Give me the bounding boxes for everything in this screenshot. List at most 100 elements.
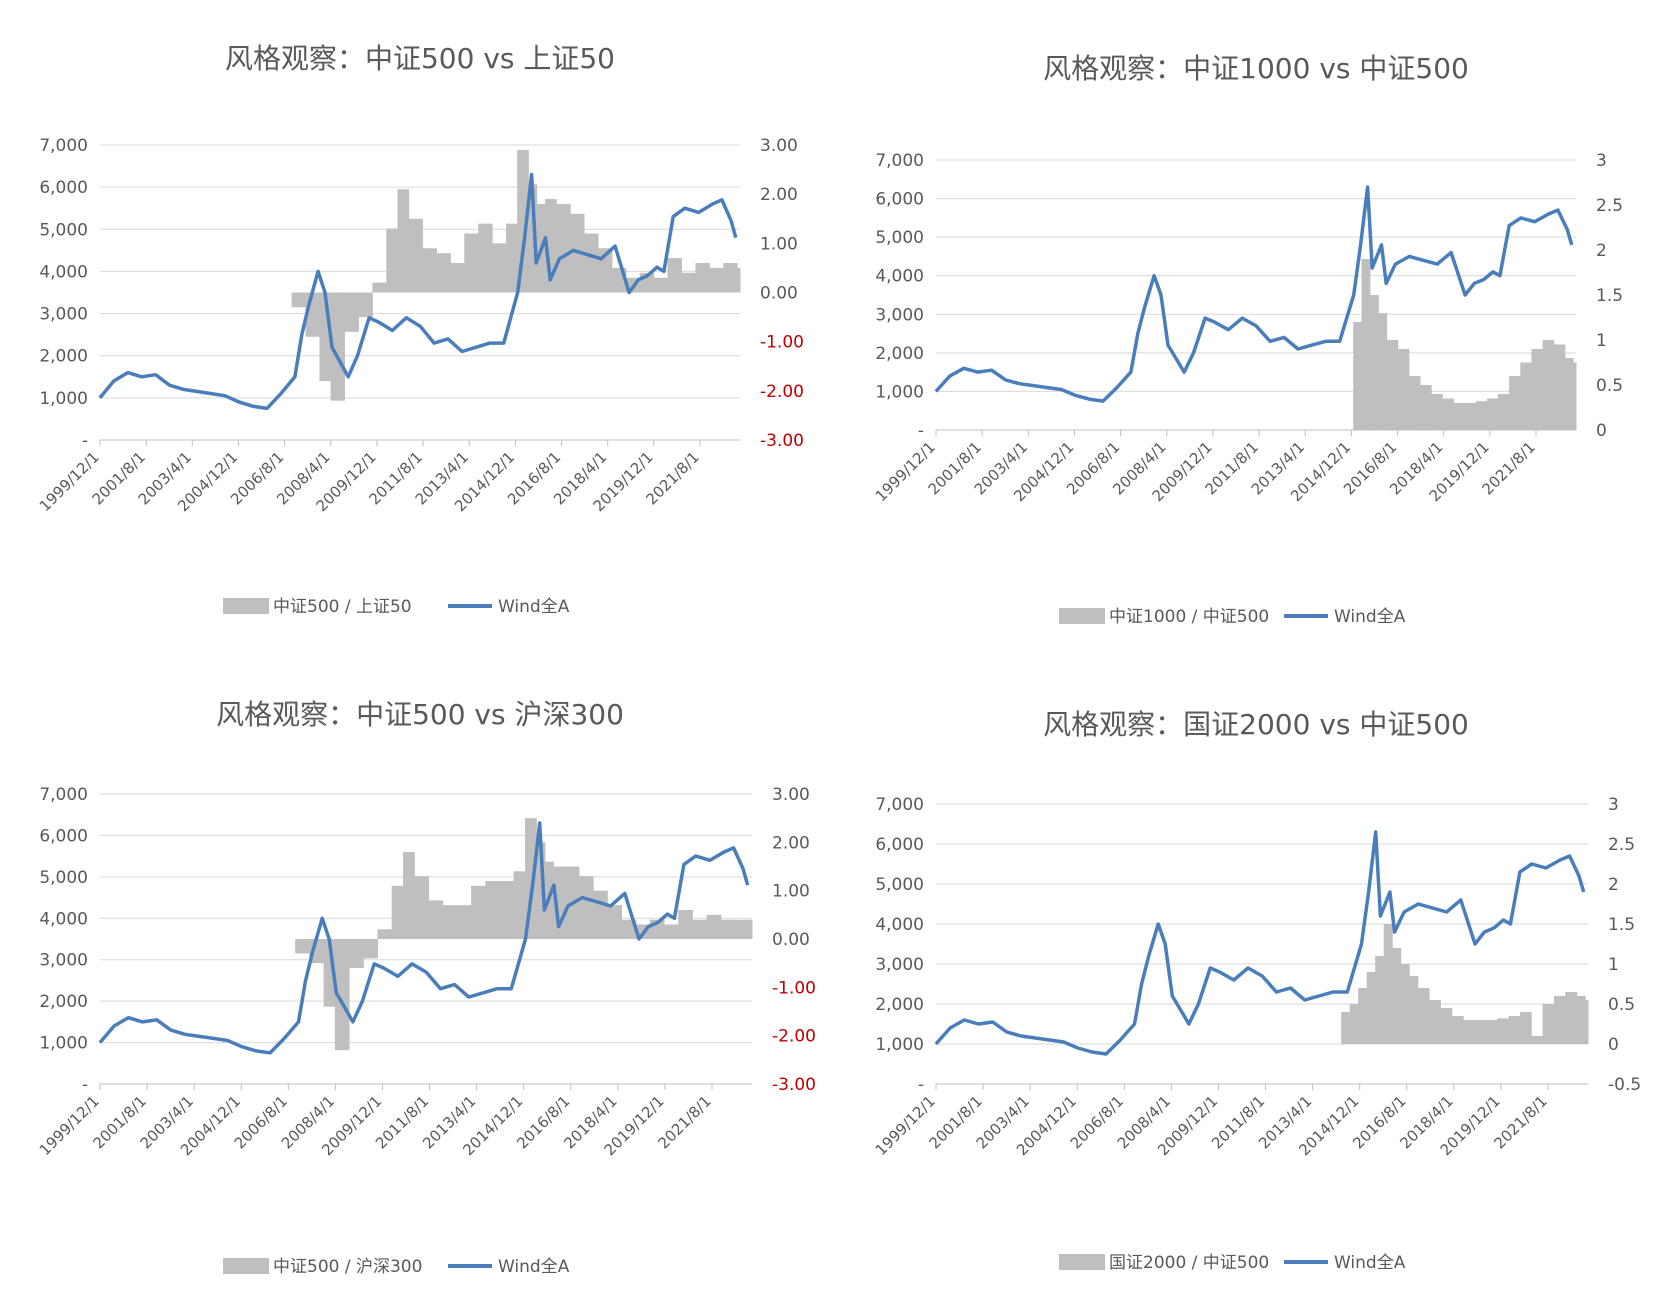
chart-panel-1: 风格观察：中证500 vs 上证50 7,000 6,000 5,000 4,000 3,… [0, 0, 836, 654]
legend-bar-swatch [223, 1258, 269, 1274]
ratio-bar [391, 885, 404, 939]
ratio-bar [681, 272, 696, 293]
ratio-bar [1585, 1000, 1589, 1044]
chart-2-legend: 中证1000 / 中证500 Wind全A [1059, 607, 1406, 627]
ratio-bar [330, 292, 346, 401]
ratio-bar [1531, 1036, 1544, 1044]
chart-panel-3: 风格观察：中证500 vs 沪深300 7,000 6,000 5,000 4,000 3… [0, 654, 836, 1308]
right-axis-tick-label: 0.00 [772, 930, 810, 950]
chart-1-legend: 中证500 / 上证50 Wind全A [223, 597, 570, 617]
x-tick-label: 1999/12/1 [36, 448, 103, 515]
ratio-bar [414, 876, 430, 939]
ratio-bar [525, 818, 537, 939]
legend-bar-swatch [223, 598, 269, 614]
ratio-bar [1397, 349, 1410, 430]
right-axis-tick-label: 0.5 [1596, 376, 1623, 396]
ratio-bar [1475, 401, 1488, 430]
ratio-bar [1509, 376, 1521, 430]
right-axis-tick-label: 2 [1596, 241, 1607, 261]
wind-all-a-line [98, 821, 750, 1055]
ratio-bar [1417, 988, 1430, 1044]
ratio-bar [408, 218, 424, 293]
left-axis-tick-label: 1,000 [39, 1034, 88, 1054]
ratio-bar [1369, 295, 1379, 430]
ratio-bar [1366, 972, 1376, 1044]
right-axis-tick-label: 1.5 [1596, 286, 1623, 306]
ratio-bar [319, 292, 332, 381]
ratio-bar [1542, 340, 1555, 430]
right-axis-tick-label: 0.00 [760, 284, 798, 304]
left-axis-tick-label: 5,000 [875, 228, 924, 248]
left-axis-tick-label: - [82, 431, 88, 451]
ratio-bar [349, 939, 364, 968]
legend-bar-label: 中证500 / 沪深300 [273, 1257, 422, 1277]
right-axis-tick-label: -1.00 [772, 978, 816, 998]
ratio-bar [1474, 1020, 1487, 1044]
x-tick-label: 1999/12/1 [36, 1092, 103, 1159]
ratio-bar [334, 939, 350, 1051]
left-axis-tick-label: 7,000 [875, 151, 924, 171]
legend-line-label: Wind全A [498, 597, 570, 617]
ratio-bar [377, 929, 393, 939]
left-axis-tick-label: 3,000 [39, 305, 88, 325]
chart-2-title: 风格观察：中证1000 vs 中证500 [1043, 52, 1469, 85]
left-axis-tick-label: 5,000 [39, 868, 88, 888]
x-tick-label: 1999/12/1 [872, 438, 939, 505]
legend-line-label: Wind全A [1334, 1253, 1406, 1273]
ratio-bar [1409, 976, 1419, 1044]
ratio-bar [1451, 1016, 1464, 1044]
ratio-bar [737, 267, 741, 293]
ratio-bar [386, 228, 398, 293]
ratio-bar [1485, 1020, 1498, 1044]
ratio-bar [664, 924, 679, 939]
right-axis-tick-label: 1 [1596, 331, 1607, 351]
left-axis-tick-label: 7,000 [875, 795, 924, 815]
right-axis-tick-label: 0 [1596, 421, 1607, 441]
ratio-bar [553, 866, 566, 939]
ratio-bar [1573, 362, 1577, 430]
ratio-bar [1378, 313, 1388, 430]
wind-all-a-line [934, 830, 1586, 1056]
ratio-bar [720, 919, 736, 939]
ratio-bar [1463, 1020, 1476, 1044]
ratio-bar [709, 267, 724, 293]
ratio-bar [428, 900, 444, 939]
ratio-bar [397, 189, 410, 293]
ratio-bar [1498, 394, 1510, 430]
ratio-bar [723, 263, 738, 293]
right-axis-tick-label: -2.00 [760, 382, 804, 402]
right-axis-tick-label: 1.00 [760, 234, 798, 254]
right-axis-tick-label: 3.00 [772, 785, 810, 805]
left-axis-tick-label: 4,000 [875, 915, 924, 935]
left-axis-tick-label: 1,000 [875, 382, 924, 402]
left-axis-tick-label: 2,000 [875, 995, 924, 1015]
ratio-bar [1358, 988, 1368, 1044]
chart-panel-2: 风格观察：中证1000 vs 中证500 7,000 6,000 5,000 4,000… [836, 0, 1672, 654]
ratio-bar [556, 204, 571, 293]
left-axis-tick-label: 7,000 [39, 136, 88, 156]
ratio-bar [1486, 398, 1499, 430]
chart-panel-4: 风格观察：国证2000 vs 中证500 7,000 6,000 5,000 4,000… [836, 654, 1672, 1308]
ratio-bar [291, 292, 307, 308]
ratio-bar [1392, 948, 1402, 1044]
chart-4-svg: 风格观察：国证2000 vs 中证500 7,000 6,000 5,000 4,000… [872, 708, 1641, 1273]
wind-all-a-line [934, 185, 1574, 403]
ratio-bar [1408, 376, 1421, 430]
ratio-bar [358, 292, 373, 318]
ratio-bar [545, 199, 557, 293]
right-axis-tick-label: 3 [1596, 151, 1607, 171]
right-axis-tick-label: 1.00 [772, 882, 810, 902]
ratio-bar [1464, 403, 1477, 430]
right-axis-tick-label: -3.00 [760, 431, 804, 451]
ratio-bar [1400, 964, 1410, 1044]
ratio-bar [363, 939, 378, 959]
ratio-bar [1520, 362, 1532, 430]
left-axis-tick-label: 5,000 [39, 220, 88, 240]
ratio-bar [1553, 344, 1566, 430]
ratio-bar [1341, 1012, 1351, 1044]
ratio-bar [692, 919, 708, 939]
right-axis-tick-label: 1.5 [1608, 915, 1635, 935]
ratio-bar [1576, 996, 1586, 1044]
right-axis-tick-label: 0 [1608, 1035, 1619, 1055]
left-axis-tick-label: 6,000 [39, 178, 88, 198]
